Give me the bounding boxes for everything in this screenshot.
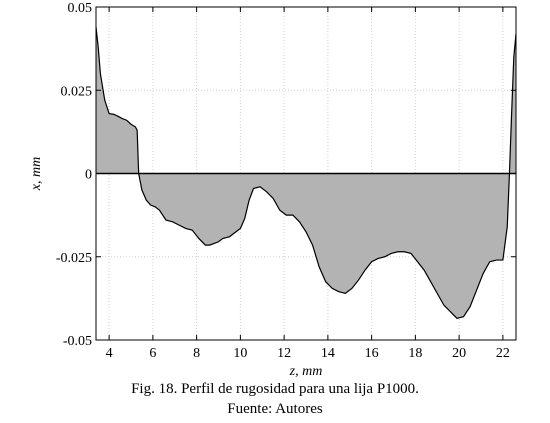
y-tick-label: -0.05 bbox=[63, 334, 92, 349]
y-tick-label: 0.025 bbox=[61, 84, 93, 99]
figure-caption: Fig. 18. Perfil de rugosidad para una li… bbox=[131, 381, 419, 397]
y-axis-label: x, mm bbox=[29, 157, 44, 191]
y-tick-label: 0.05 bbox=[68, 1, 93, 16]
x-tick-label: 4 bbox=[106, 346, 113, 361]
x-axis-label: z, mm bbox=[289, 364, 323, 379]
tick-labels: 4 6 8 10 12 14 16 18 20 22 -0.05 -0.025 0 0.025 0.05 bbox=[56, 1, 510, 361]
x-tick-label: 20 bbox=[452, 346, 466, 361]
x-tick-label: 10 bbox=[233, 346, 247, 361]
figure-source: Fuente: Autores bbox=[227, 401, 323, 417]
y-tick-label: -0.025 bbox=[56, 251, 92, 266]
y-tick-label: 0 bbox=[85, 168, 92, 183]
x-tick-label: 22 bbox=[496, 346, 510, 361]
profile-line bbox=[95, 26, 517, 320]
roughness-profile-chart: 4 6 8 10 12 14 16 18 20 22 -0.05 -0.025 0 0.025 0.05 x… bbox=[29, 1, 517, 379]
tick-marks bbox=[96, 6, 516, 341]
x-tick-label: 18 bbox=[408, 346, 422, 361]
x-tick-label: 8 bbox=[193, 346, 200, 361]
x-tick-label: 16 bbox=[365, 346, 379, 361]
x-tick-label: 14 bbox=[321, 346, 335, 361]
x-tick-label: 6 bbox=[149, 346, 156, 361]
profile-area-fill bbox=[96, 26, 516, 319]
x-tick-label: 12 bbox=[277, 346, 291, 361]
